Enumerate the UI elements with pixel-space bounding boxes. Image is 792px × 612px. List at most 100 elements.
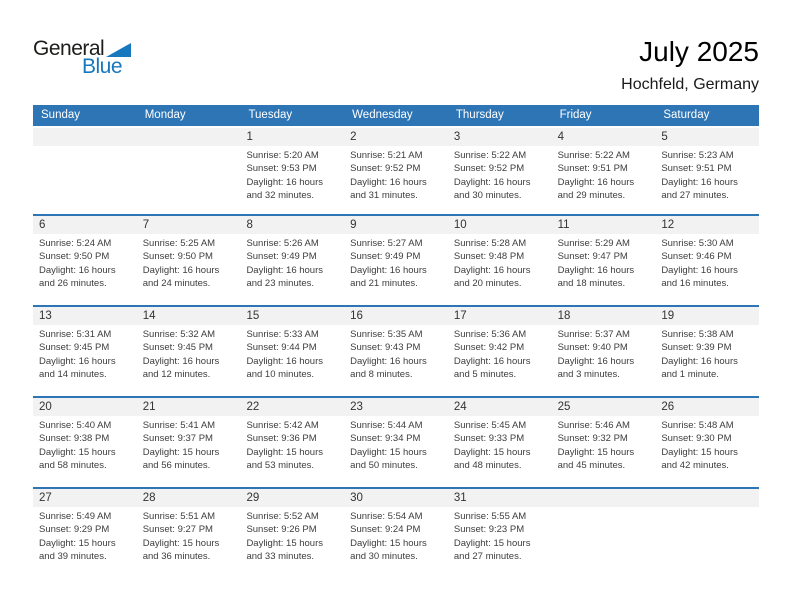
sunset-text: Sunset: 9:39 PM [661,342,732,354]
day-header-friday: Friday [559,109,592,121]
week-row: 27 28 29 30 31 Sunrise: 5:49 AM Sunset: 9:29 P… [33,487,759,578]
sunset-text: Sunset: 9:45 PM [142,342,213,354]
day-header-tuesday: Tuesday [248,109,293,121]
sunrise-text: Sunrise: 5:38 AM [661,329,734,340]
day-cell: Sunrise: 5:37 AM Sunset: 9:40 PM Daylight:… [552,325,656,381]
day-cell: Sunrise: 5:54 AM Sunset: 9:24 PM Daylight:… [344,507,448,563]
day-number: 14 [142,310,156,322]
sunrise-text: Sunrise: 5:27 AM [350,238,423,249]
sunset-text: Sunset: 9:36 PM [246,433,317,445]
day-number [552,489,656,507]
day-details-row: Sunrise: 5:49 AM Sunset: 9:29 PM Daylight:… [33,507,759,563]
day-number: 7 [142,219,150,231]
sunrise-text: Sunrise: 5:51 AM [142,511,216,522]
day-number: 4 [557,131,564,143]
day-number: 2 [350,131,357,143]
week-row: 1 2 3 4 5 Sunrise: 5:20 AM Sunset: 9:53 PM Dayl… [33,128,759,214]
sunrise-text: Sunrise: 5:22 AM [453,150,527,161]
sunset-text: Sunset: 9:51 PM [661,163,732,175]
daylight-text: Daylight: 15 hours and 30 minutes. [350,537,427,562]
daylight-text: Daylight: 16 hours and 8 minutes. [350,355,427,380]
daylight-text: Daylight: 16 hours and 5 minutes. [453,355,531,380]
daylight-text: Daylight: 15 hours and 39 minutes. [39,537,116,562]
day-number-strip: 13 14 15 16 17 18 19 [33,307,759,325]
day-cell: Sunrise: 5:52 AM Sunset: 9:26 PM Daylight:… [240,507,344,563]
sunrise-text: Sunrise: 5:26 AM [246,238,319,249]
sunset-text: Sunset: 9:49 PM [246,251,317,263]
sunrise-text: Sunrise: 5:24 AM [39,238,112,249]
day-number: 23 [350,401,363,413]
week-row: 6 7 8 9 10 11 12 Sunrise: 5:24 AM Sunset: 9:50 P… [33,214,759,305]
day-cell: Sunrise: 5:21 AM Sunset: 9:52 PM Daylight:… [344,146,448,202]
day-number: 27 [39,492,52,504]
daylight-text: Daylight: 16 hours and 12 minutes. [142,355,220,380]
day-cell: Sunrise: 5:32 AM Sunset: 9:45 PM Daylight:… [137,325,241,381]
day-number: 19 [661,310,675,322]
sunset-text: Sunset: 9:50 PM [39,251,110,263]
daylight-text: Daylight: 16 hours and 18 minutes. [557,264,635,289]
day-number: 11 [557,219,570,231]
sunrise-text: Sunrise: 5:40 AM [39,420,112,431]
day-number: 10 [453,219,467,231]
sunset-text: Sunset: 9:48 PM [453,251,525,263]
week-row: 20 21 22 23 24 25 26 Sunrise: 5:40 AM Sunset: 9:… [33,396,759,487]
day-number: 16 [350,310,363,322]
day-header-thursday: Thursday [455,109,504,121]
day-cell: Sunrise: 5:51 AM Sunset: 9:27 PM Daylight:… [137,507,241,563]
day-details-row: Sunrise: 5:31 AM Sunset: 9:45 PM Daylight:… [33,325,759,381]
sunrise-text: Sunrise: 5:22 AM [557,150,630,161]
sunrise-text: Sunrise: 5:29 AM [557,238,630,249]
day-cell: Sunrise: 5:55 AM Sunset: 9:23 PM Daylight:… [448,507,552,563]
logo-text-general: General [33,37,105,60]
day-number: 12 [661,219,675,231]
day-number-strip: 27 28 29 30 31 [33,489,759,507]
sunset-text: Sunset: 9:46 PM [661,251,732,263]
sunset-text: Sunset: 9:23 PM [453,524,525,536]
day-number-strip: 1 2 3 4 5 [33,128,759,146]
day-number: 5 [661,131,668,143]
sunrise-text: Sunrise: 5:21 AM [350,150,423,161]
day-number: 20 [39,401,52,413]
day-cell: Sunrise: 5:40 AM Sunset: 9:38 PM Daylight:… [33,416,137,472]
sunrise-text: Sunrise: 5:20 AM [246,150,319,161]
day-number-strip: 6 7 8 9 10 11 12 [33,216,759,234]
sunset-text: Sunset: 9:30 PM [661,433,732,445]
sunset-text: Sunset: 9:45 PM [39,342,110,354]
sunrise-text: Sunrise: 5:52 AM [246,511,319,522]
day-number: 29 [246,492,260,504]
day-cell: Sunrise: 5:27 AM Sunset: 9:49 PM Daylight:… [344,234,448,290]
day-number: 15 [246,310,260,322]
calendar-table: Sunday Monday Tuesday Wednesday Thursday Frid… [33,105,759,578]
day-details-row: Sunrise: 5:24 AM Sunset: 9:50 PM Daylight:… [33,234,759,290]
day-number: 24 [453,401,467,413]
sunrise-text: Sunrise: 5:28 AM [453,238,527,249]
sunrise-text: Sunrise: 5:23 AM [661,150,734,161]
day-number: 8 [246,219,253,231]
day-cell: Sunrise: 5:23 AM Sunset: 9:51 PM Daylight:… [655,146,759,202]
sunset-text: Sunset: 9:27 PM [142,524,213,536]
sunrise-text: Sunrise: 5:49 AM [39,511,112,522]
sunrise-text: Sunrise: 5:37 AM [557,329,630,340]
day-number: 25 [557,401,571,413]
daylight-text: Daylight: 16 hours and 24 minutes. [142,264,220,289]
daylight-text: Daylight: 15 hours and 33 minutes. [246,537,324,562]
day-cell: Sunrise: 5:45 AM Sunset: 9:33 PM Daylight:… [448,416,552,472]
daylight-text: Daylight: 16 hours and 14 minutes. [39,355,116,380]
sunset-text: Sunset: 9:43 PM [350,342,421,354]
day-cell: Sunrise: 5:31 AM Sunset: 9:45 PM Daylight:… [33,325,137,381]
day-number: 9 [350,219,357,231]
sunrise-text: Sunrise: 5:32 AM [142,329,216,340]
calendar-weeks: 1 2 3 4 5 Sunrise: 5:20 AM Sunset: 9:53 PM Dayl… [33,128,759,578]
day-cell: Sunrise: 5:49 AM Sunset: 9:29 PM Daylight:… [33,507,137,563]
day-number: 1 [246,131,253,143]
day-number: 6 [39,219,46,231]
day-number [655,489,759,507]
day-number: 30 [350,492,363,504]
day-cell: Sunrise: 5:28 AM Sunset: 9:48 PM Daylight:… [448,234,552,290]
day-number: 13 [39,310,52,322]
location-subtitle: Hochfeld, Germany [621,76,759,94]
day-number: 26 [661,401,675,413]
daylight-text: Daylight: 16 hours and 21 minutes. [350,264,427,289]
day-cell: Sunrise: 5:22 AM Sunset: 9:51 PM Daylight:… [552,146,656,202]
